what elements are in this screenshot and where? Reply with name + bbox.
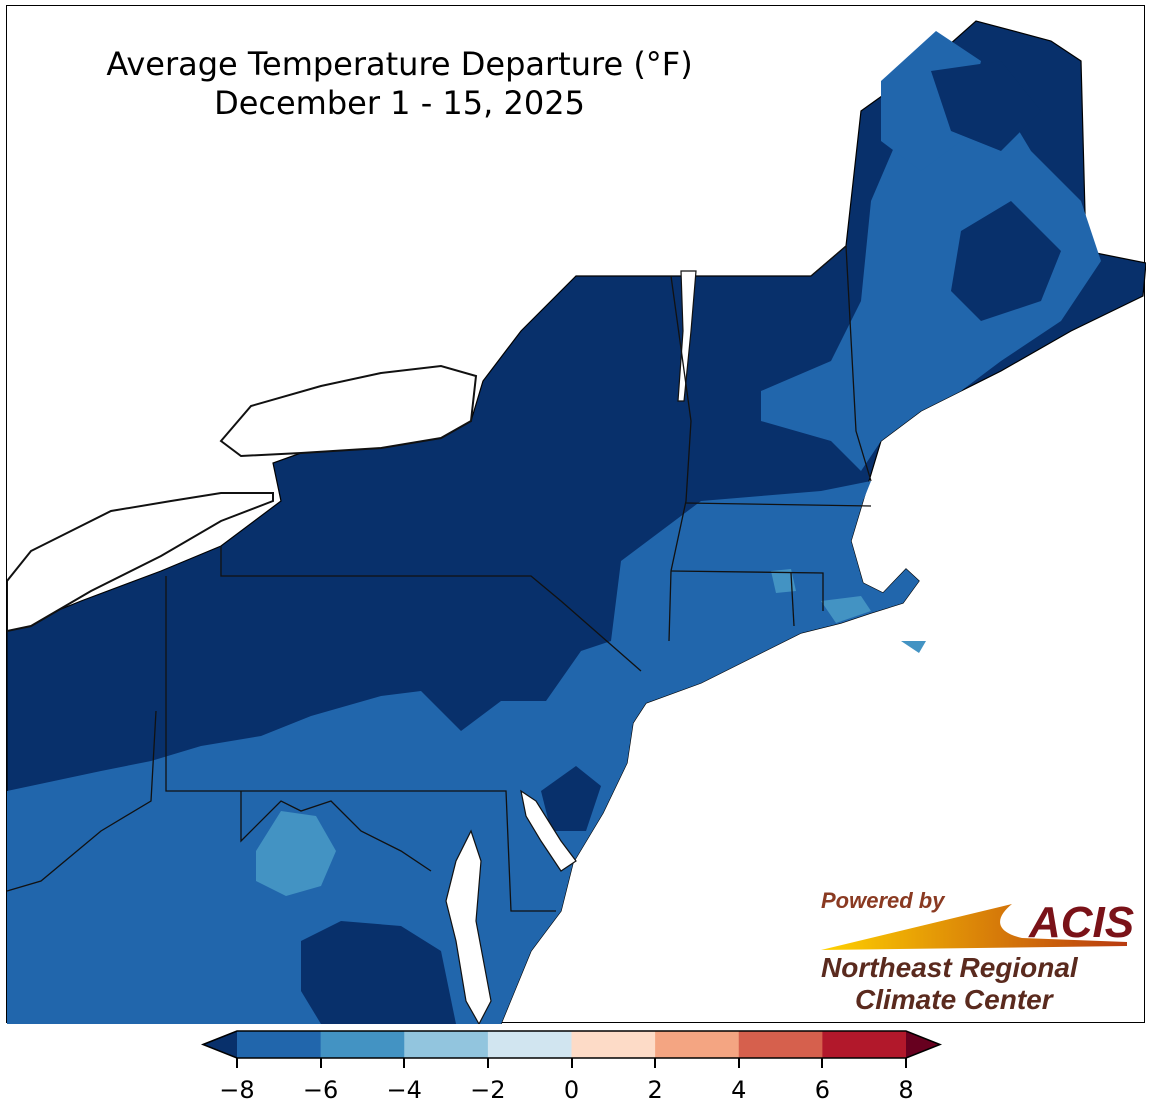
logo-line1: Northeast Regional [821, 952, 1078, 983]
colorbar-bin [487, 1031, 572, 1058]
colorbar-tick-mark [570, 1058, 573, 1068]
colorbar-tick-label: −2 [470, 1076, 506, 1104]
colorbar-bin [404, 1031, 489, 1058]
region-minus-6-to-minus-4 [256, 569, 926, 896]
colorbar-tick-mark [403, 1058, 406, 1068]
lake-erie [7, 492, 274, 633]
logo-acis: ACIS [1029, 898, 1135, 947]
colorbar [200, 1030, 943, 1059]
colorbar-bin [822, 1031, 907, 1058]
nrcc-acis-logo: Powered by ACIS Northeast Regional Clima… [817, 886, 1137, 1021]
region-below-minus-8-patches [301, 61, 1061, 1024]
colorbar-extend-high [906, 1031, 940, 1058]
colorbar-extend-low [203, 1031, 237, 1058]
colorbar-tick-label: −8 [219, 1076, 255, 1104]
map-title: Average Temperature Departure (°F) [106, 45, 693, 83]
logo-powered-by: Powered by [821, 888, 945, 913]
colorbar-tick-label: −6 [302, 1076, 339, 1104]
colorbar-bin [237, 1031, 322, 1058]
colorbar-bin [738, 1031, 823, 1058]
colorbar-bin [571, 1031, 656, 1058]
colorbar-bin [320, 1031, 405, 1058]
state-borders [7, 244, 872, 912]
colorbar-tick-mark [821, 1058, 824, 1068]
region-minus-8-to-minus-6 [7, 31, 1101, 1024]
chesapeake-bay [445, 829, 492, 1024]
colorbar-tick-mark [486, 1058, 489, 1068]
colorbar-tick-label: −4 [386, 1076, 422, 1104]
great-lakes [7, 364, 478, 633]
delaware-bay [520, 789, 577, 872]
colorbar-tick-label: 6 [814, 1076, 831, 1104]
colorbar-tick-mark [737, 1058, 740, 1068]
bays [445, 270, 697, 1024]
acis-swoosh-icon [821, 904, 1127, 950]
colorbar-bin [655, 1031, 740, 1058]
colorbar-tick-label: 4 [731, 1076, 747, 1104]
colorbar-tick-label: 2 [647, 1076, 663, 1104]
temperature-departure-map [7, 20, 1146, 1024]
colorbar-tick-mark [905, 1058, 907, 1068]
colorbar-tick-label: 8 [898, 1076, 914, 1104]
colorbar-tick-mark [319, 1058, 322, 1068]
lake-ontario [219, 364, 478, 458]
colorbar-tick-mark [654, 1058, 657, 1068]
colorbar-tick-mark [236, 1058, 238, 1068]
colorbar-tick-label: 0 [563, 1076, 580, 1104]
lake-champlain [677, 270, 697, 402]
map-frame: Average Temperature Departure (°F) Decem… [6, 5, 1146, 1024]
logo-line2: Climate Center [855, 984, 1053, 1015]
map-subtitle: December 1 - 15, 2025 [214, 84, 585, 122]
